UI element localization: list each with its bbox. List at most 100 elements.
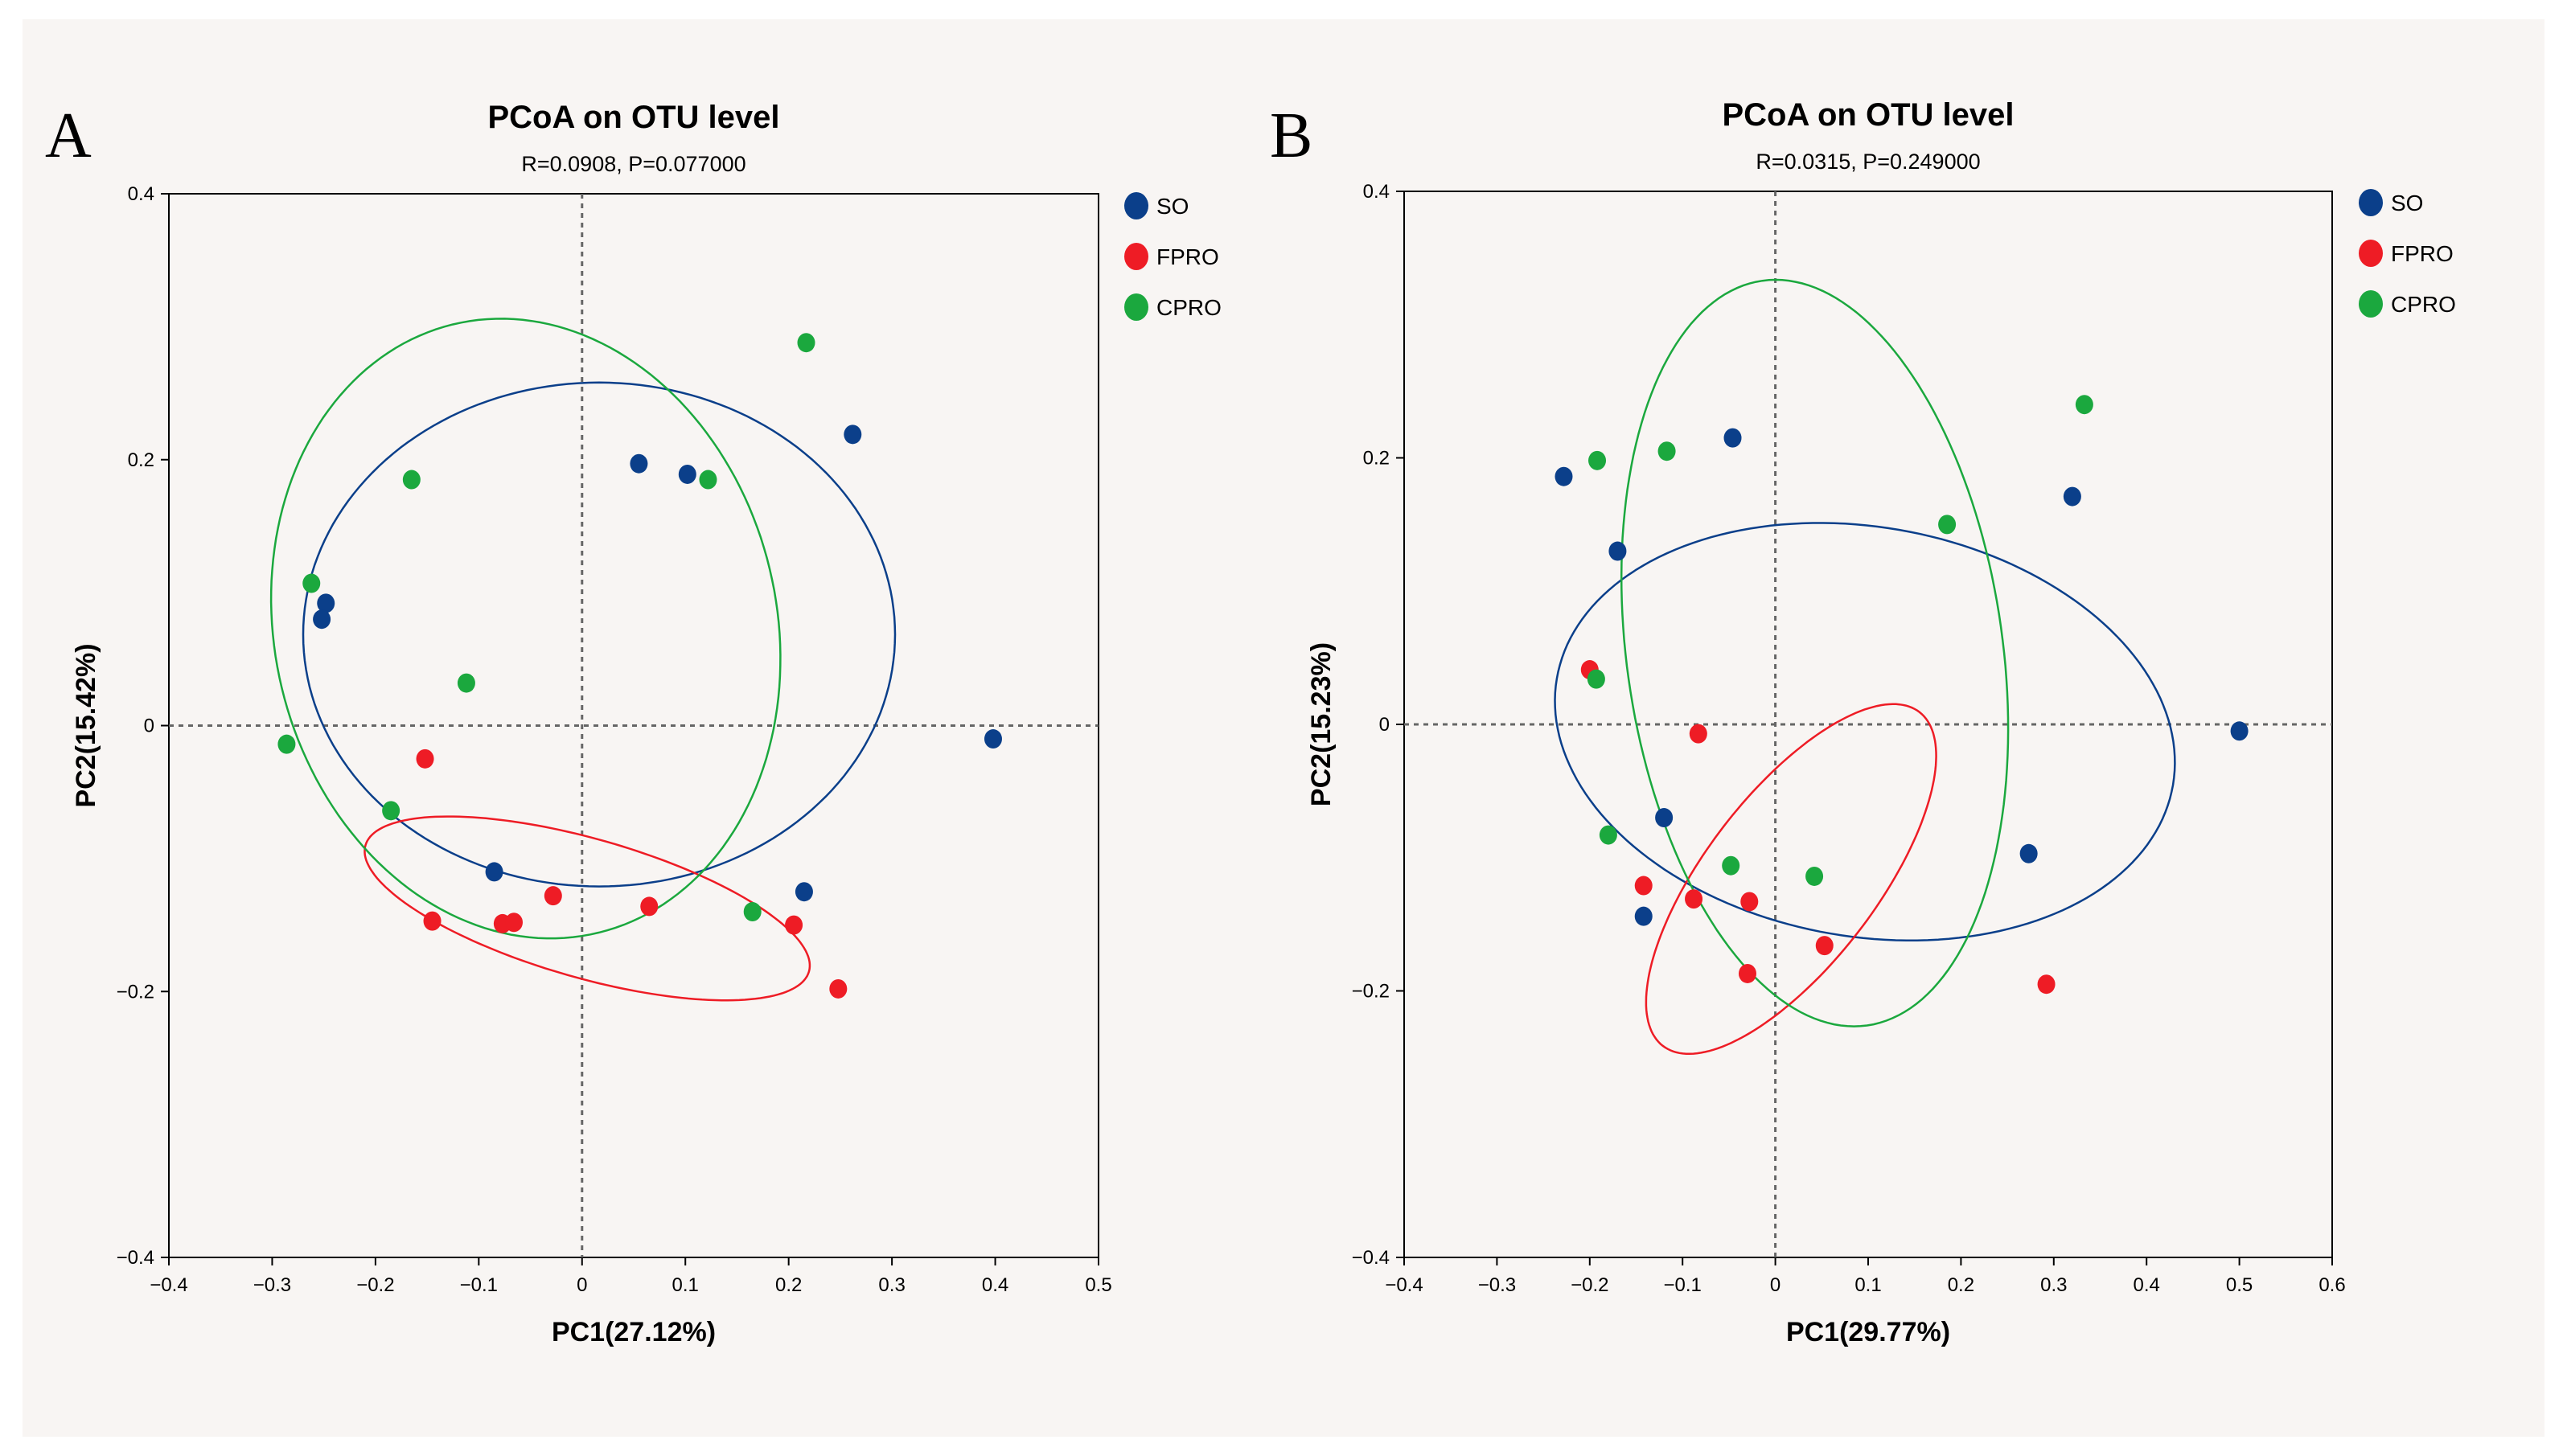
data-point-cpro (382, 801, 400, 821)
data-point-so (2230, 721, 2249, 741)
data-point-so (2019, 843, 2038, 863)
data-point-fpro (505, 913, 524, 933)
chart-title: PCoA on OTU level (1722, 97, 2014, 133)
y-tick-label: 0.2 (1363, 448, 1390, 470)
x-tick-label: 0.5 (1085, 1274, 1111, 1296)
data-point-fpro (1685, 889, 1703, 909)
y-tick-label: 0 (1379, 714, 1390, 736)
data-point-fpro (640, 896, 659, 917)
data-point-so (1655, 808, 1674, 828)
data-point-cpro (457, 673, 475, 693)
y-tick-label: 0.4 (1363, 181, 1390, 203)
y-tick-label: −0.4 (1352, 1247, 1390, 1269)
data-point-so (630, 453, 648, 474)
data-point-cpro (743, 902, 762, 922)
data-point-cpro (302, 573, 321, 593)
x-tick-label: −0.3 (1478, 1274, 1516, 1296)
y-tick-label: −0.2 (1352, 981, 1390, 1003)
figure: A B PCoA on OTU level R=0.0908, P=0.07700… (23, 19, 2544, 1437)
x-tick-label: −0.2 (1571, 1274, 1608, 1296)
data-point-so (313, 609, 331, 630)
data-point-so (1608, 541, 1627, 561)
confidence-ellipse-fpro (363, 815, 811, 1002)
legend-marker-so (2359, 189, 2383, 216)
x-tick-label: −0.4 (1385, 1274, 1423, 1296)
data-point-fpro (1689, 724, 1707, 744)
y-tick-label: −0.4 (117, 1247, 154, 1269)
data-point-fpro (1740, 892, 1759, 912)
data-point-fpro (1815, 936, 1834, 956)
data-point-fpro (1738, 963, 1756, 983)
x-tick-label: −0.1 (460, 1274, 498, 1296)
legend-marker-cpro (2359, 290, 2383, 318)
data-point-fpro (423, 911, 442, 931)
y-tick-label: 0.4 (128, 183, 154, 205)
legend-label-so: SO (1156, 194, 1189, 219)
data-point-so (795, 882, 813, 902)
x-tick-label: 0.1 (1854, 1274, 1881, 1296)
confidence-ellipse-fpro (1645, 703, 1937, 1056)
data-point-fpro (416, 749, 434, 769)
panel-letter-a: A (45, 100, 92, 171)
x-tick-label: −0.1 (1664, 1274, 1702, 1296)
x-tick-label: 0.2 (775, 1274, 802, 1296)
chart-panel-a: PCoA on OTU level R=0.0908, P=0.077000 −0.… (71, 100, 1222, 1347)
data-point-fpro (829, 978, 848, 999)
x-axis-label: PC1(29.77%) (1786, 1317, 1950, 1347)
chart-subtitle: R=0.0315, P=0.249000 (1756, 150, 1980, 174)
data-point-cpro (699, 470, 717, 490)
y-axis-label: PC2(15.42%) (71, 643, 101, 807)
data-point-fpro (1634, 876, 1653, 896)
y-axis-label: PC2(15.23%) (1306, 642, 1337, 806)
confidence-ellipse-so (1554, 522, 2176, 942)
data-point-cpro (2075, 395, 2093, 415)
data-point-so (678, 464, 696, 484)
data-point-so (1555, 466, 1573, 486)
data-point-cpro (1938, 515, 1957, 535)
data-point-cpro (277, 734, 296, 754)
legend-label-cpro: CPRO (1156, 295, 1222, 320)
data-point-cpro (1588, 450, 1607, 470)
x-tick-label: 0.3 (2040, 1274, 2067, 1296)
confidence-ellipse-cpro (1620, 278, 2010, 1027)
data-point-cpro (1657, 441, 1676, 461)
data-point-cpro (1722, 855, 1740, 876)
chart-subtitle: R=0.0908, P=0.077000 (521, 152, 745, 176)
data-point-so (844, 424, 862, 445)
y-tick-label: −0.2 (117, 981, 154, 1003)
chart-canvas: PCoA on OTU level R=0.0908, P=0.077000 −0.… (71, 97, 2456, 1347)
x-tick-label: −0.2 (356, 1274, 394, 1296)
legend-label-fpro: FPRO (2391, 241, 2454, 266)
data-point-fpro (2037, 974, 2056, 995)
data-point-cpro (402, 470, 421, 490)
x-tick-label: −0.3 (253, 1274, 291, 1296)
data-point-cpro (1805, 866, 1824, 886)
x-tick-label: 0.4 (2134, 1274, 2160, 1296)
x-axis-label: PC1(27.12%) (552, 1317, 716, 1347)
data-point-cpro (1587, 669, 1605, 689)
y-tick-label: 0 (144, 716, 154, 737)
data-point-so (1723, 428, 1742, 448)
data-point-so (485, 862, 503, 882)
chart-title: PCoA on OTU level (487, 100, 779, 135)
x-tick-label: 0.6 (2319, 1274, 2345, 1296)
x-tick-label: 0.2 (1948, 1274, 1974, 1296)
data-point-so (2063, 486, 2081, 507)
chart-panel-b: PCoA on OTU level R=0.0315, P=0.249000 −0.… (1306, 97, 2456, 1347)
x-tick-label: 0 (1770, 1274, 1780, 1296)
legend-marker-fpro (2359, 240, 2383, 267)
legend-marker-so (1124, 192, 1148, 219)
x-tick-label: −0.4 (150, 1274, 187, 1296)
x-tick-label: 0.3 (878, 1274, 905, 1296)
data-point-so (1634, 906, 1653, 926)
data-point-cpro (1599, 825, 1617, 845)
y-tick-label: 0.2 (128, 449, 154, 471)
confidence-ellipse-so (302, 381, 897, 888)
data-point-so (317, 593, 335, 613)
data-point-so (984, 729, 1002, 749)
x-tick-label: 0 (577, 1274, 587, 1296)
x-tick-label: 0.4 (982, 1274, 1008, 1296)
x-tick-label: 0.5 (2226, 1274, 2253, 1296)
legend-label-so: SO (2391, 191, 2423, 215)
legend-marker-cpro (1124, 293, 1148, 321)
